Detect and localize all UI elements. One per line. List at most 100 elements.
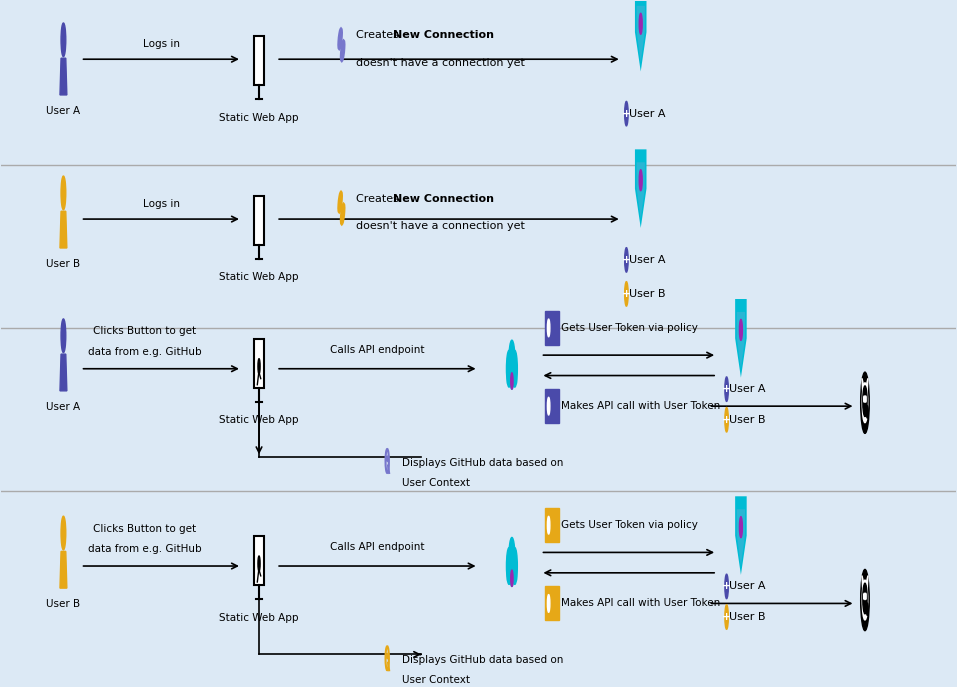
Polygon shape — [737, 312, 746, 368]
Circle shape — [860, 372, 869, 433]
Circle shape — [639, 13, 642, 34]
Polygon shape — [60, 58, 67, 95]
Text: Makes API call with User Token: Makes API call with User Token — [561, 598, 720, 609]
Polygon shape — [634, 0, 647, 71]
Circle shape — [547, 594, 550, 612]
Circle shape — [512, 548, 518, 585]
Text: +: + — [622, 109, 631, 119]
Circle shape — [509, 537, 515, 583]
Polygon shape — [866, 576, 868, 591]
Circle shape — [510, 357, 514, 389]
FancyBboxPatch shape — [255, 36, 264, 85]
Text: Clicks Button to get: Clicks Button to get — [93, 326, 196, 337]
Text: User Context: User Context — [402, 478, 470, 488]
Circle shape — [511, 570, 513, 587]
Polygon shape — [636, 5, 645, 63]
Text: +: + — [722, 415, 731, 425]
Circle shape — [258, 556, 260, 572]
Text: User A: User A — [630, 255, 666, 265]
Circle shape — [862, 580, 868, 620]
Text: User A: User A — [630, 109, 666, 119]
Polygon shape — [737, 509, 746, 566]
Text: doesn't have a connection yet: doesn't have a connection yet — [356, 58, 525, 67]
FancyBboxPatch shape — [545, 311, 559, 345]
FancyBboxPatch shape — [255, 536, 264, 585]
Polygon shape — [862, 379, 864, 394]
Circle shape — [625, 247, 628, 272]
Text: data from e.g. GitHub: data from e.g. GitHub — [88, 544, 201, 554]
Circle shape — [863, 386, 867, 416]
Text: Static Web App: Static Web App — [219, 273, 299, 282]
Polygon shape — [60, 552, 67, 588]
Text: data from e.g. GitHub: data from e.g. GitHub — [88, 347, 201, 357]
Text: User B: User B — [630, 289, 666, 299]
Circle shape — [625, 282, 628, 306]
Text: Displays GitHub data based on: Displays GitHub data based on — [402, 458, 564, 468]
Text: User A: User A — [729, 581, 766, 592]
Circle shape — [866, 603, 868, 616]
Text: User A: User A — [46, 402, 80, 412]
Circle shape — [510, 554, 514, 587]
Text: doesn't have a connection yet: doesn't have a connection yet — [356, 221, 525, 231]
Polygon shape — [866, 379, 868, 394]
Text: New Connection: New Connection — [392, 30, 494, 41]
Circle shape — [639, 170, 642, 191]
Text: User B: User B — [46, 259, 80, 269]
Text: Static Web App: Static Web App — [219, 113, 299, 122]
Text: Creates: Creates — [356, 30, 403, 41]
Circle shape — [512, 350, 518, 387]
Circle shape — [724, 377, 728, 401]
Circle shape — [61, 176, 66, 210]
FancyBboxPatch shape — [507, 369, 517, 383]
FancyBboxPatch shape — [545, 389, 559, 423]
Polygon shape — [636, 162, 645, 219]
Text: +: + — [722, 384, 731, 394]
Circle shape — [506, 350, 512, 387]
Polygon shape — [634, 149, 647, 228]
Text: +: + — [622, 289, 631, 299]
Circle shape — [506, 548, 512, 585]
Text: User A: User A — [46, 106, 80, 115]
Text: +: + — [622, 255, 631, 265]
Text: User B: User B — [729, 612, 766, 622]
Text: Displays GitHub data based on: Displays GitHub data based on — [402, 655, 564, 665]
Circle shape — [258, 359, 260, 374]
Circle shape — [866, 406, 868, 418]
Polygon shape — [735, 496, 746, 575]
Circle shape — [860, 570, 869, 631]
Polygon shape — [60, 354, 67, 391]
Circle shape — [724, 605, 728, 629]
Circle shape — [724, 407, 728, 432]
Text: Clicks Button to get: Clicks Button to get — [93, 523, 196, 534]
FancyBboxPatch shape — [507, 566, 517, 581]
Text: User B: User B — [46, 599, 80, 609]
Circle shape — [625, 102, 628, 126]
Circle shape — [740, 517, 743, 538]
FancyBboxPatch shape — [545, 587, 559, 620]
Text: User B: User B — [729, 415, 766, 425]
Circle shape — [547, 319, 550, 337]
Polygon shape — [60, 212, 67, 248]
Polygon shape — [735, 299, 746, 378]
Text: +: + — [722, 581, 731, 592]
Circle shape — [547, 517, 550, 534]
Circle shape — [862, 383, 868, 423]
Text: Makes API call with User Token: Makes API call with User Token — [561, 401, 720, 411]
Circle shape — [724, 574, 728, 598]
Text: Static Web App: Static Web App — [219, 416, 299, 425]
Circle shape — [61, 319, 66, 352]
Circle shape — [61, 516, 66, 550]
Text: New Connection: New Connection — [392, 194, 494, 203]
Text: Static Web App: Static Web App — [219, 613, 299, 622]
Text: Calls API endpoint: Calls API endpoint — [330, 345, 425, 355]
Text: Calls API endpoint: Calls API endpoint — [330, 543, 425, 552]
Circle shape — [509, 340, 515, 385]
FancyBboxPatch shape — [545, 508, 559, 542]
Text: Creates: Creates — [356, 194, 403, 203]
Circle shape — [547, 397, 550, 415]
Circle shape — [740, 319, 743, 340]
FancyBboxPatch shape — [255, 339, 264, 387]
Circle shape — [61, 23, 66, 56]
Text: Logs in: Logs in — [143, 199, 180, 209]
FancyBboxPatch shape — [255, 196, 264, 245]
